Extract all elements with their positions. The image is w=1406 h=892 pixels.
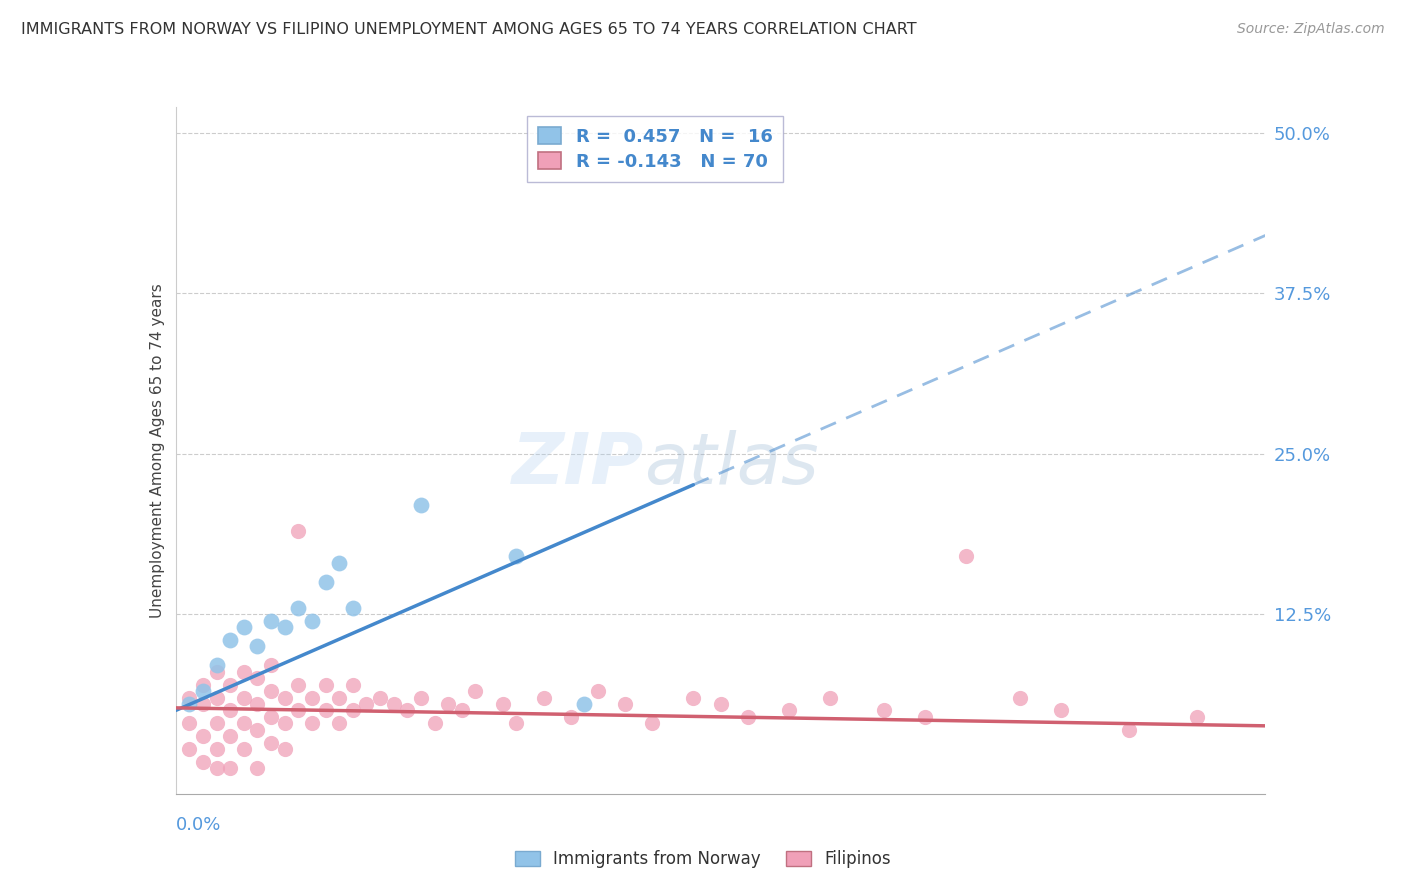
Point bbox=[274, 742, 297, 756]
Point bbox=[232, 690, 254, 705]
Point bbox=[191, 678, 214, 692]
Point bbox=[246, 723, 269, 737]
Point bbox=[219, 678, 242, 692]
Point bbox=[505, 716, 527, 731]
Point bbox=[205, 690, 228, 705]
Point bbox=[260, 710, 283, 724]
Point bbox=[641, 716, 664, 731]
Point bbox=[287, 678, 309, 692]
Point bbox=[246, 671, 269, 685]
Point bbox=[232, 665, 254, 679]
Point bbox=[914, 710, 936, 724]
Point bbox=[356, 697, 378, 711]
Point bbox=[205, 761, 228, 775]
Point bbox=[219, 729, 242, 743]
Point bbox=[287, 703, 309, 717]
Point bbox=[274, 690, 297, 705]
Point bbox=[464, 684, 486, 698]
Point bbox=[423, 716, 446, 731]
Point bbox=[614, 697, 637, 711]
Point bbox=[409, 498, 432, 512]
Point bbox=[342, 600, 364, 615]
Point bbox=[1118, 723, 1140, 737]
Point bbox=[315, 575, 337, 590]
Point bbox=[179, 697, 201, 711]
Point bbox=[315, 678, 337, 692]
Legend: Immigrants from Norway, Filipinos: Immigrants from Norway, Filipinos bbox=[509, 844, 897, 875]
Point bbox=[232, 716, 254, 731]
Point bbox=[179, 690, 201, 705]
Point bbox=[260, 684, 283, 698]
Point bbox=[246, 639, 269, 653]
Point bbox=[219, 632, 242, 647]
Point bbox=[396, 703, 419, 717]
Point bbox=[450, 703, 472, 717]
Point bbox=[368, 690, 391, 705]
Legend: R =  0.457   N =  16, R = -0.143   N = 70: R = 0.457 N = 16, R = -0.143 N = 70 bbox=[527, 116, 783, 182]
Point bbox=[492, 697, 515, 711]
Point bbox=[533, 690, 555, 705]
Point bbox=[205, 716, 228, 731]
Point bbox=[219, 703, 242, 717]
Point bbox=[328, 690, 350, 705]
Y-axis label: Unemployment Among Ages 65 to 74 years: Unemployment Among Ages 65 to 74 years bbox=[149, 283, 165, 618]
Point bbox=[287, 524, 309, 538]
Point bbox=[246, 697, 269, 711]
Point bbox=[205, 665, 228, 679]
Text: Source: ZipAtlas.com: Source: ZipAtlas.com bbox=[1237, 22, 1385, 37]
Point bbox=[328, 716, 350, 731]
Point bbox=[274, 716, 297, 731]
Point bbox=[682, 690, 704, 705]
Point bbox=[574, 697, 596, 711]
Point bbox=[586, 684, 609, 698]
Point bbox=[328, 556, 350, 570]
Text: atlas: atlas bbox=[644, 430, 818, 499]
Point bbox=[191, 755, 214, 769]
Point bbox=[778, 703, 800, 717]
Point bbox=[232, 742, 254, 756]
Point bbox=[179, 716, 201, 731]
Point bbox=[219, 761, 242, 775]
Point bbox=[1187, 710, 1209, 724]
Point bbox=[301, 690, 323, 705]
Point bbox=[191, 729, 214, 743]
Point bbox=[260, 735, 283, 749]
Point bbox=[205, 658, 228, 673]
Point bbox=[287, 600, 309, 615]
Point bbox=[246, 761, 269, 775]
Point bbox=[274, 620, 297, 634]
Point bbox=[301, 614, 323, 628]
Point bbox=[205, 742, 228, 756]
Point bbox=[382, 697, 405, 711]
Text: IMMIGRANTS FROM NORWAY VS FILIPINO UNEMPLOYMENT AMONG AGES 65 TO 74 YEARS CORREL: IMMIGRANTS FROM NORWAY VS FILIPINO UNEMP… bbox=[21, 22, 917, 37]
Point bbox=[437, 697, 460, 711]
Point bbox=[179, 742, 201, 756]
Point bbox=[710, 697, 733, 711]
Point bbox=[260, 614, 283, 628]
Point bbox=[818, 690, 841, 705]
Point bbox=[955, 549, 977, 564]
Point bbox=[315, 703, 337, 717]
Point bbox=[873, 703, 896, 717]
Point bbox=[1050, 703, 1073, 717]
Point bbox=[301, 716, 323, 731]
Point bbox=[342, 703, 364, 717]
Point bbox=[1010, 690, 1032, 705]
Point bbox=[191, 684, 214, 698]
Point bbox=[409, 690, 432, 705]
Point bbox=[737, 710, 759, 724]
Point bbox=[191, 697, 214, 711]
Text: ZIP: ZIP bbox=[512, 430, 644, 499]
Point bbox=[342, 678, 364, 692]
Text: 0.0%: 0.0% bbox=[176, 816, 221, 834]
Point bbox=[560, 710, 582, 724]
Point bbox=[260, 658, 283, 673]
Point bbox=[505, 549, 527, 564]
Point bbox=[232, 620, 254, 634]
